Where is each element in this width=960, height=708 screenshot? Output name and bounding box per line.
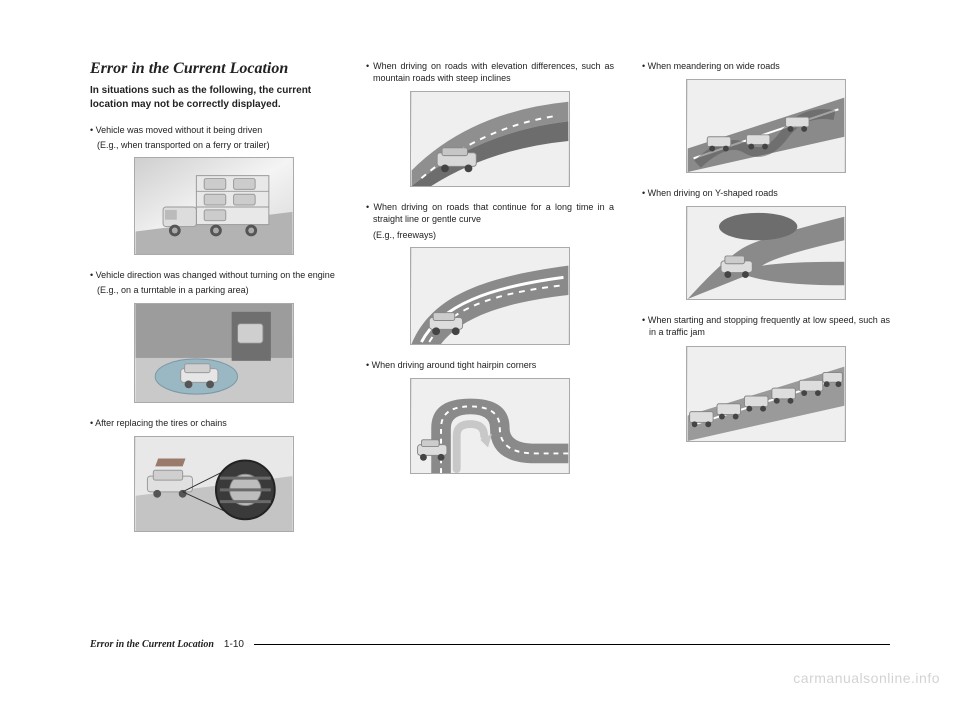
columns-wrapper: Error in the Current Location In situati…: [90, 60, 890, 600]
page: Error in the Current Location In situati…: [0, 0, 960, 708]
col3-item2-text: When driving on Y-shaped roads: [642, 187, 890, 199]
col2-item1-text: When driving on roads with elevation dif…: [366, 60, 614, 84]
figure-truck-trailer: [134, 157, 294, 255]
footer-page-number: 1-10: [224, 639, 244, 650]
figure-elevation-road: [410, 91, 570, 187]
watermark-text: carmanualsonline.info: [793, 670, 940, 686]
figure-tires-chains: [134, 436, 294, 532]
page-title: Error in the Current Location: [90, 60, 338, 78]
figure-hairpin: [410, 378, 570, 474]
column-1: Error in the Current Location In situati…: [90, 60, 338, 600]
col2-item2-text: When driving on roads that continue for …: [366, 201, 614, 225]
col2-item3-text: When driving around tight hairpin corner…: [366, 359, 614, 371]
col1-item1-sub: (E.g., when transported on a ferry or tr…: [90, 139, 338, 151]
figure-y-road: [686, 206, 846, 300]
page-subtitle: In situations such as the following, the…: [90, 84, 338, 112]
figure-freeway: [410, 247, 570, 345]
footer-rule: [254, 644, 890, 645]
col1-item2-text: Vehicle direction was changed without tu…: [90, 269, 338, 281]
footer-title: Error in the Current Location: [90, 639, 214, 650]
column-3: When meandering on wide roads When drivi…: [642, 60, 890, 600]
col3-item3-text: When starting and stopping frequently at…: [642, 314, 890, 338]
col1-item2-sub: (E.g., on a turntable in a parking area): [90, 284, 338, 296]
page-footer: Error in the Current Location 1-10: [90, 639, 890, 650]
column-2: When driving on roads with elevation dif…: [366, 60, 614, 600]
figure-meander: [686, 79, 846, 173]
col1-item3-text: After replacing the tires or chains: [90, 417, 338, 429]
col1-item1-text: Vehicle was moved without it being drive…: [90, 124, 338, 136]
figure-traffic-jam: [686, 346, 846, 442]
col3-item1-text: When meandering on wide roads: [642, 60, 890, 72]
figure-turntable: [134, 303, 294, 403]
col2-item2-sub: (E.g., freeways): [366, 229, 614, 241]
